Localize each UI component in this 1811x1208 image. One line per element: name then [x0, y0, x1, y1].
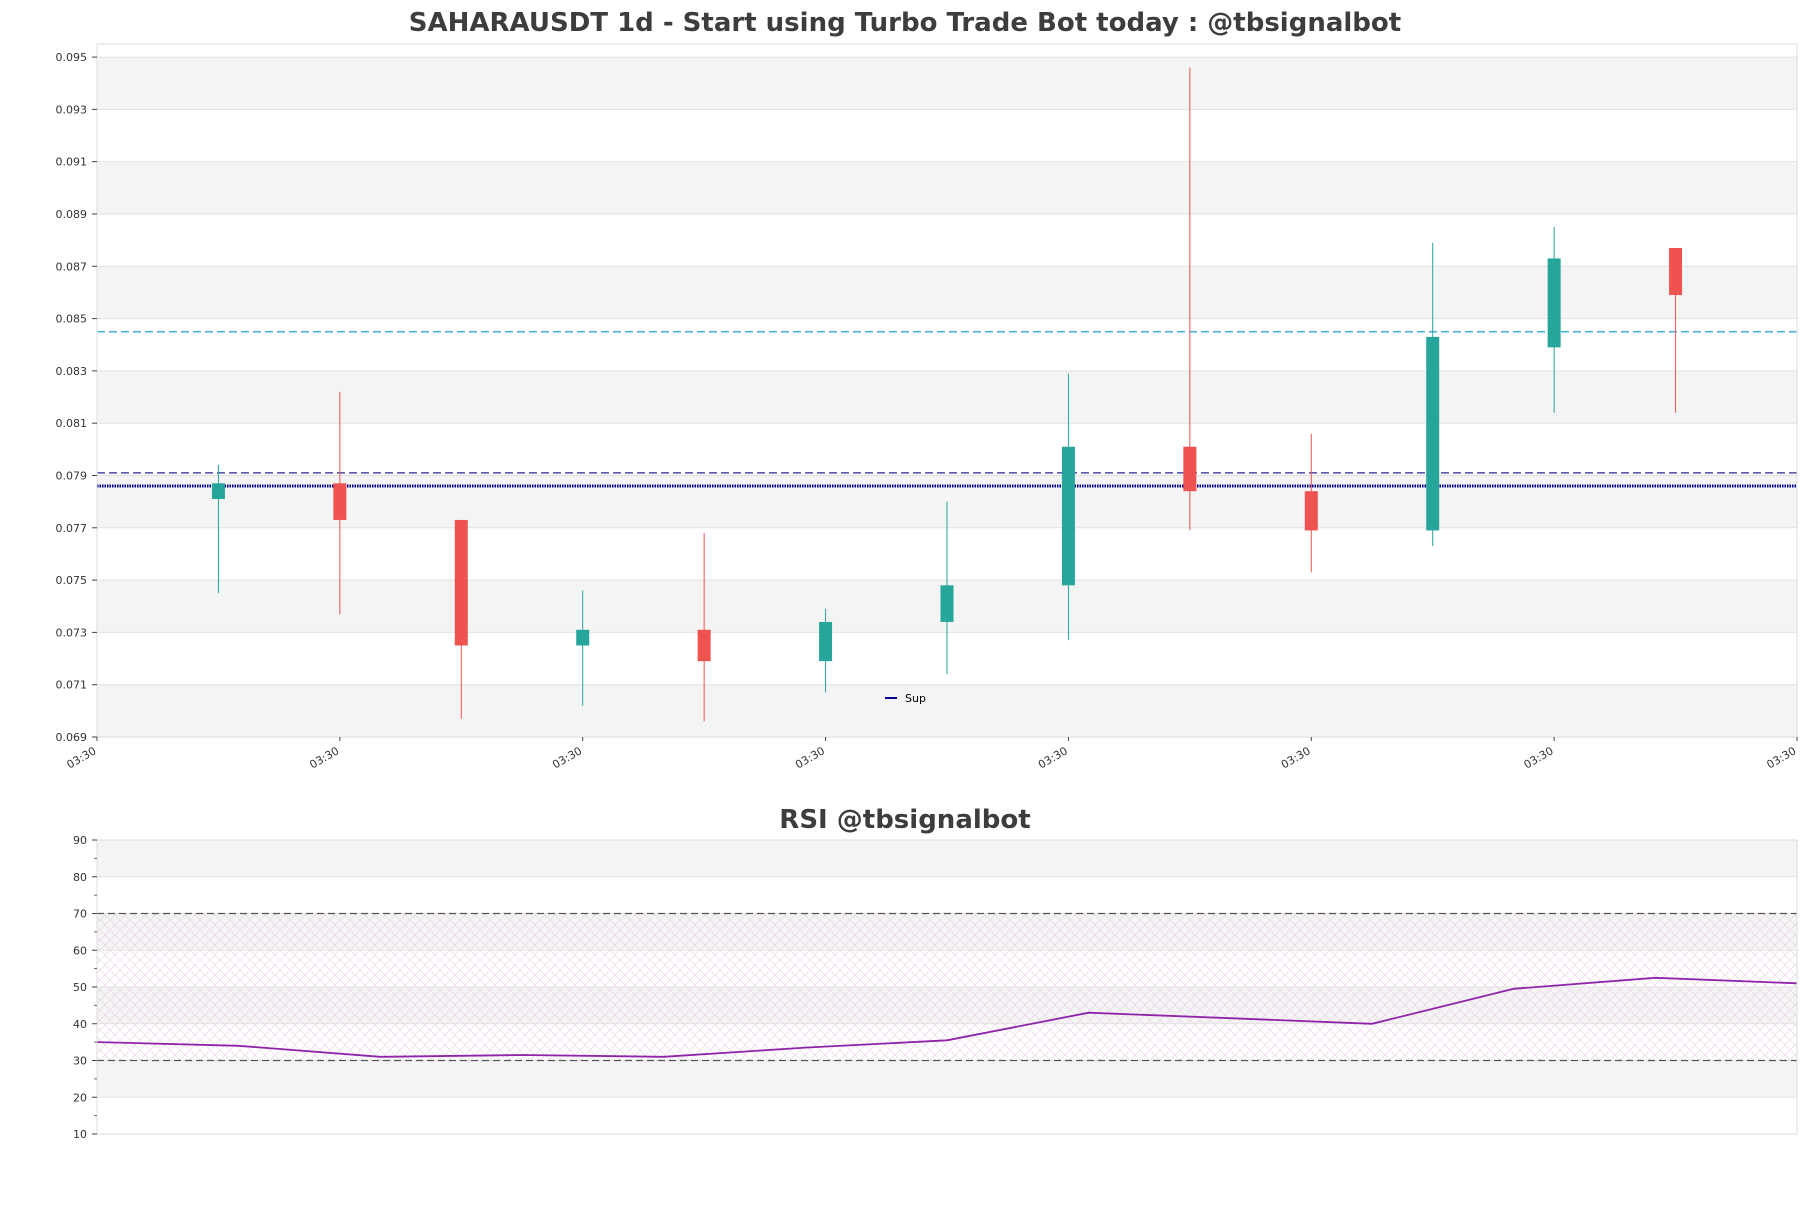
- price-grid-band: [97, 161, 1797, 214]
- rsi-y-tick-label: 50: [73, 981, 87, 994]
- price-plot-frame: [96, 43, 1798, 738]
- price-y-tick-label: 0.075: [56, 574, 88, 587]
- candle-body: [454, 519, 468, 646]
- candle-body: [1547, 258, 1561, 348]
- candle-body: [333, 483, 347, 520]
- rsi-y-tick-label: 30: [73, 1055, 87, 1068]
- price-y-tick-label: 0.095: [56, 51, 88, 64]
- candles: [211, 67, 1683, 722]
- candle-body: [211, 483, 225, 500]
- price-x-tick-label: 03:30: [550, 744, 584, 771]
- candle-body: [819, 621, 833, 662]
- candle-body: [697, 629, 711, 662]
- price-grid-band: [97, 370, 1797, 424]
- price-x-tick-label: 03:30: [793, 744, 827, 771]
- price-y-tick-label: 0.083: [56, 365, 88, 378]
- price-y-tick-label: 0.071: [56, 679, 88, 692]
- rsi-y-tick-label: 70: [73, 908, 87, 921]
- price-y-tick-label: 0.093: [56, 103, 88, 116]
- candle-body: [1669, 247, 1683, 296]
- rsi-grid-band: [97, 1060, 1797, 1098]
- rsi-series: [96, 976, 1798, 1058]
- price-x-tick-label: 03:30: [1036, 744, 1070, 771]
- price-x-axis: 03:30 03:30 03:30 03:30 03:30 03:30 03:30 03:30: [65, 737, 1799, 771]
- price-x-tick-label: 03:30: [65, 744, 99, 771]
- price-y-tick-label: 0.089: [56, 208, 88, 221]
- rsi-y-tick-label: 20: [73, 1091, 87, 1104]
- price-x-tick-label: 03:30: [1765, 744, 1799, 771]
- price-chart-title: SAHARAUSDT 1d - Start using Turbo Trade …: [409, 8, 1401, 38]
- price-y-tick-label: 0.079: [56, 469, 88, 482]
- rsi-y-tick-label: 90: [73, 834, 87, 847]
- candle-body: [1183, 446, 1197, 492]
- rsi-y-axis: 10 20 30 40 50 60 70 80 90: [73, 834, 97, 1141]
- legend: Sup: [885, 692, 926, 705]
- candle-body: [1061, 446, 1075, 586]
- price-y-tick-label: 0.091: [56, 156, 88, 169]
- rsi-y-tick-label: 10: [73, 1128, 87, 1141]
- price-y-tick-label: 0.081: [56, 417, 88, 430]
- price-y-tick-label: 0.087: [56, 260, 88, 273]
- price-x-tick-label: 03:30: [307, 744, 341, 771]
- rsi-grid-band: [97, 840, 1797, 877]
- candle-body: [1426, 336, 1440, 531]
- price-y-tick-label: 0.069: [56, 731, 88, 744]
- price-panel: SAHARAUSDT 1d - Start using Turbo Trade …: [56, 8, 1799, 771]
- price-horizontal-lines: [97, 330, 1797, 488]
- price-x-tick-label: 03:30: [1522, 744, 1556, 771]
- price-grid-band: [97, 57, 1797, 110]
- price-y-tick-label: 0.085: [56, 313, 88, 326]
- price-x-tick-label: 03:30: [1279, 744, 1313, 771]
- candle-body: [576, 629, 590, 646]
- candle-body: [940, 585, 954, 622]
- rsi-panel: RSI @tbsignalbot 10 20 30 40 50 60 70 80 90: [73, 805, 1798, 1141]
- price-grid: [97, 56, 1797, 738]
- price-grid-band: [97, 684, 1797, 737]
- rsi-chart-title: RSI @tbsignalbot: [779, 805, 1030, 835]
- rsi-y-tick-label: 60: [73, 944, 87, 957]
- price-y-tick-label: 0.077: [56, 522, 88, 535]
- price-y-tick-label: 0.073: [56, 626, 88, 639]
- rsi-y-tick-label: 40: [73, 1018, 87, 1031]
- rsi-threshold-lines: [97, 912, 1797, 1062]
- price-grid-band: [97, 266, 1797, 319]
- legend-label-sup: Sup: [905, 692, 926, 705]
- price-y-axis: 0.069 0.071 0.073 0.075 0.077 0.079 0.081 0.083…: [56, 51, 97, 744]
- rsi-y-tick-label: 80: [73, 871, 87, 884]
- rsi-line: [96, 976, 1798, 1058]
- candle-body: [1304, 491, 1318, 531]
